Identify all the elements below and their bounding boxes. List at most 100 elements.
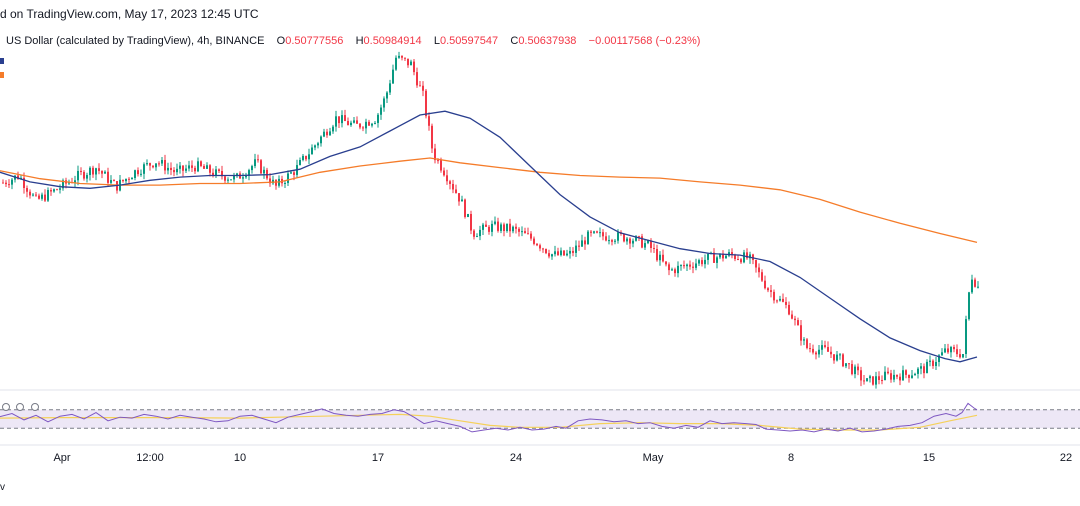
- candle-body: [263, 169, 265, 174]
- candle-body: [725, 255, 727, 259]
- candle-body: [587, 231, 589, 245]
- candle-body: [392, 69, 394, 84]
- candle-body: [449, 181, 451, 184]
- candle-body: [593, 231, 595, 233]
- candle-body: [53, 189, 55, 192]
- candle-body: [104, 171, 106, 174]
- candle-body: [230, 179, 232, 181]
- candle-body: [665, 261, 667, 265]
- candle-body: [44, 194, 46, 201]
- candle-body: [287, 173, 289, 183]
- candle-body: [311, 147, 313, 155]
- symbol-legend: US Dollar (calculated by TradingView), 4…: [6, 35, 700, 47]
- candle-body: [755, 260, 757, 268]
- candle-body: [509, 223, 511, 232]
- candle-body: [5, 182, 7, 185]
- oscillator-band: [0, 409, 1080, 429]
- candle-body: [359, 123, 361, 128]
- candle-body: [77, 170, 79, 181]
- candle-body: [521, 231, 523, 233]
- x-tick-label: 15: [923, 452, 935, 464]
- candle-body: [365, 121, 367, 129]
- candle-body: [407, 58, 409, 66]
- oscillator-control-icon: [16, 403, 24, 411]
- candle-body: [143, 164, 145, 174]
- candle-body: [11, 179, 13, 185]
- candle-body: [413, 61, 415, 73]
- x-tick-label: 12:00: [136, 452, 164, 464]
- candle-body: [320, 136, 322, 144]
- candle-body: [185, 168, 187, 171]
- candle-body: [827, 347, 829, 352]
- candle-body: [788, 304, 790, 315]
- candle-body: [902, 370, 904, 381]
- candle-body: [707, 253, 709, 260]
- candle-body: [704, 259, 706, 265]
- candle-body: [92, 167, 94, 175]
- candle-body: [695, 263, 697, 268]
- symbol-name: US Dollar (calculated by TradingView), 4…: [6, 35, 265, 47]
- x-tick-label: Apr: [53, 452, 70, 464]
- candle-body: [677, 265, 679, 274]
- ma-fast-line: [0, 110, 978, 363]
- candle-body: [461, 199, 463, 202]
- candle-body: [947, 348, 949, 353]
- candle-body: [485, 224, 487, 227]
- candle-body: [356, 120, 358, 124]
- candle-body: [191, 165, 193, 168]
- candle-body: [551, 254, 553, 257]
- candle-body: [767, 288, 769, 291]
- candle-body: [530, 233, 532, 239]
- candle-body: [332, 126, 334, 132]
- candle-body: [650, 240, 652, 248]
- candle-body: [269, 178, 271, 184]
- candle-body: [467, 214, 469, 217]
- candle-body: [83, 171, 85, 179]
- candle-body: [779, 298, 781, 301]
- candle-body: [29, 191, 31, 196]
- candle-body: [773, 291, 775, 301]
- candle-body: [641, 236, 643, 248]
- candle-body: [950, 347, 952, 353]
- candle-body: [275, 179, 277, 186]
- candle-body: [611, 240, 613, 242]
- candle-body: [926, 361, 928, 374]
- candle-body: [659, 254, 661, 261]
- candle-body: [380, 107, 382, 115]
- candle-body: [719, 253, 721, 258]
- candle-body: [209, 165, 211, 173]
- chart-header: d on TradingView.com, May 17, 2023 12:45…: [0, 0, 1080, 28]
- candle-body: [236, 173, 238, 176]
- oscillator-line: [0, 402, 978, 433]
- candle-body: [491, 223, 493, 232]
- candle-body: [716, 257, 718, 263]
- candle-body: [410, 61, 412, 66]
- candle-body: [920, 366, 922, 369]
- candle-body: [59, 188, 61, 190]
- candle-body: [344, 115, 346, 122]
- candle-body: [914, 373, 916, 376]
- candle-body: [503, 224, 505, 231]
- candle-body: [572, 250, 574, 253]
- candle-body: [563, 250, 565, 256]
- candle-body: [488, 226, 490, 232]
- candle-body: [776, 300, 778, 302]
- candle-body: [476, 236, 478, 238]
- candle-body: [548, 253, 550, 257]
- candle-body: [479, 229, 481, 237]
- candle-body: [854, 366, 856, 375]
- candle-body: [896, 374, 898, 377]
- candle-body: [623, 234, 625, 242]
- candle-body: [584, 240, 586, 245]
- candle-body: [917, 368, 919, 374]
- high-label: H: [355, 35, 364, 47]
- candle-body: [614, 240, 616, 242]
- x-tick-label: 22: [1060, 452, 1072, 464]
- candle-body: [443, 170, 445, 176]
- candle-body: [908, 374, 910, 378]
- candle-body: [2, 182, 4, 184]
- candle-body: [938, 355, 940, 363]
- candle-body: [440, 160, 442, 171]
- candle-body: [50, 190, 52, 192]
